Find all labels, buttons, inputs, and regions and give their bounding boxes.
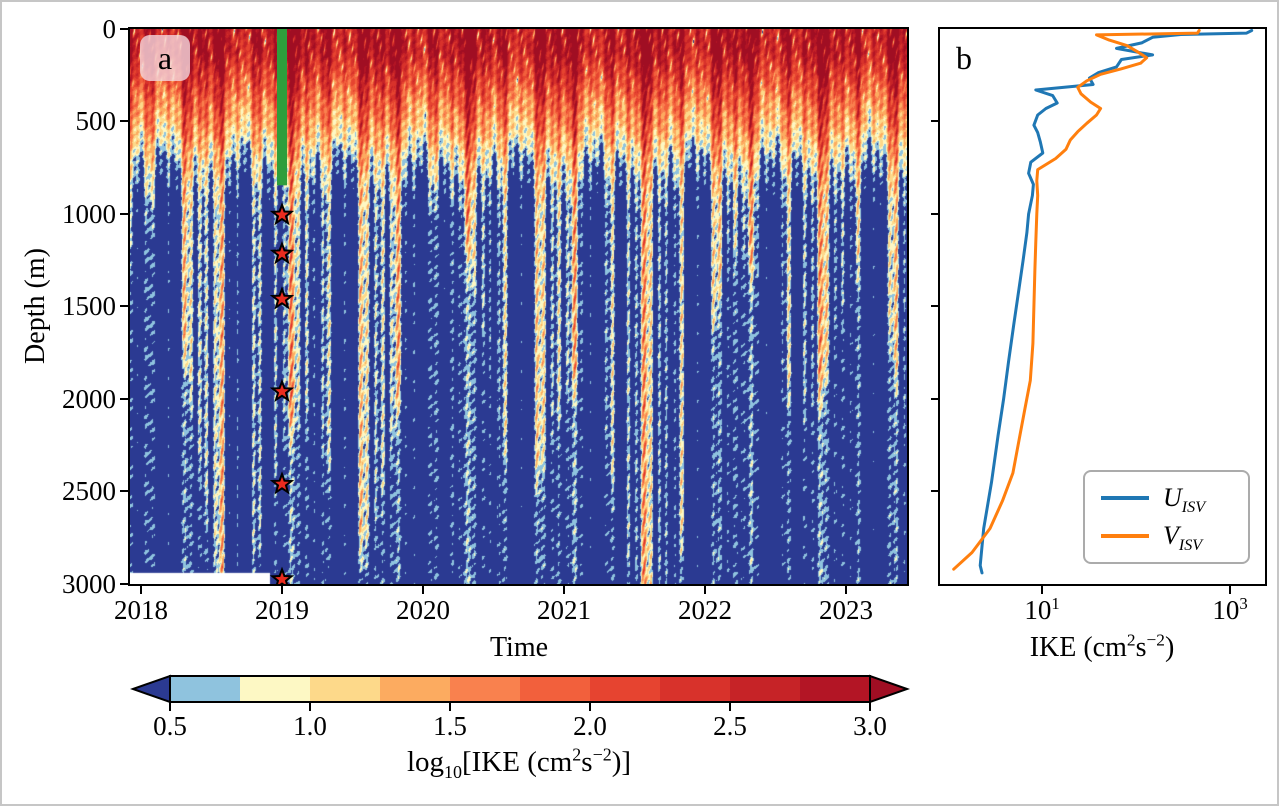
x-tick-label: 2020 [396,595,450,625]
cb-tick [309,703,311,711]
x-tick [845,586,847,594]
cb-tick-label: 2.0 [573,711,607,741]
y-tick [931,305,938,307]
x-tick-label: 101 [997,594,1087,625]
cb-tick [589,703,591,711]
y-tick-label: 0 [102,14,117,44]
cb-segment [730,676,801,702]
legend-line-u [1101,496,1149,501]
panel-b-xlabel: IKE (cm2s−2) [1029,630,1175,663]
y-tick [120,398,128,400]
cb-under-arrow [130,674,171,704]
cb-segment [380,676,451,702]
y-tick [120,213,128,215]
tick-base: 10 [1212,595,1240,625]
y-tick [120,120,128,122]
panel-a-ylabel: Depth (m) [20,248,51,364]
x-tick-label: 2019 [255,595,309,625]
cb-segment [590,676,661,702]
cb-segment [310,676,381,702]
x-tick-label: 2018 [114,595,168,625]
cb-segment [240,676,311,702]
y-tick [120,490,128,492]
tick-base: 10 [1024,595,1052,625]
cb-segment [450,676,521,702]
y-tick [931,120,938,122]
legend-line-v [1101,533,1149,538]
y-tick [120,28,128,30]
panel-a-label-box: a [140,35,190,81]
tick-exp: 1 [1051,594,1060,613]
y-tick-label: 3000 [62,569,116,599]
x-tick [563,586,565,594]
y-tick-label: 2000 [62,384,116,414]
x-tick-label: 2022 [678,595,732,625]
legend-item-v: VISV [1085,520,1248,554]
cb-tick-label: 0.5 [153,711,187,741]
cb-segment [800,676,871,702]
tick-exp: 3 [1239,594,1248,613]
x-tick-label: 2021 [537,595,591,625]
x-tick [281,586,283,594]
x-tick [1229,586,1231,594]
cb-tick [729,703,731,711]
x-tick [422,586,424,594]
panel-b-label: b [956,40,972,76]
cb-tick-label: 3.0 [853,711,887,741]
cb-segment [660,676,731,702]
x-tick-label: 103 [1185,594,1275,625]
panel-a-heatmap [130,29,907,584]
cb-tick [869,703,871,711]
legend-label-u: UISV [1163,483,1206,517]
cb-segment [520,676,591,702]
y-tick [120,583,128,585]
cb-segment [170,676,241,702]
colorbar [130,674,910,704]
y-tick-label: 1000 [62,199,116,229]
y-tick [120,305,128,307]
y-tick [931,398,938,400]
cb-over-arrow [869,674,910,704]
cb-frame [169,675,871,703]
x-tick-label: 2023 [819,595,873,625]
cb-tick-label: 1.5 [433,711,467,741]
y-tick-label: 2500 [62,476,116,506]
x-tick [704,586,706,594]
cb-tick [169,703,171,711]
panel-a-label: a [157,40,173,76]
legend-item-u: UISV [1085,483,1248,517]
x-tick [140,586,142,594]
legend: UISV VISV [1083,470,1250,564]
cb-tick [449,703,451,711]
panel-a-xlabel: Time [489,632,549,663]
y-tick [931,213,938,215]
y-tick [931,490,938,492]
x-tick [1041,586,1043,594]
y-tick-label: 500 [75,106,117,136]
y-tick-label: 1500 [62,291,116,321]
cb-tick-label: 1.0 [293,711,327,741]
colorbar-title: log10[IKE (cm2s−2)] [406,744,632,782]
cb-tick-label: 2.5 [713,711,747,741]
legend-label-v: VISV [1163,520,1203,554]
